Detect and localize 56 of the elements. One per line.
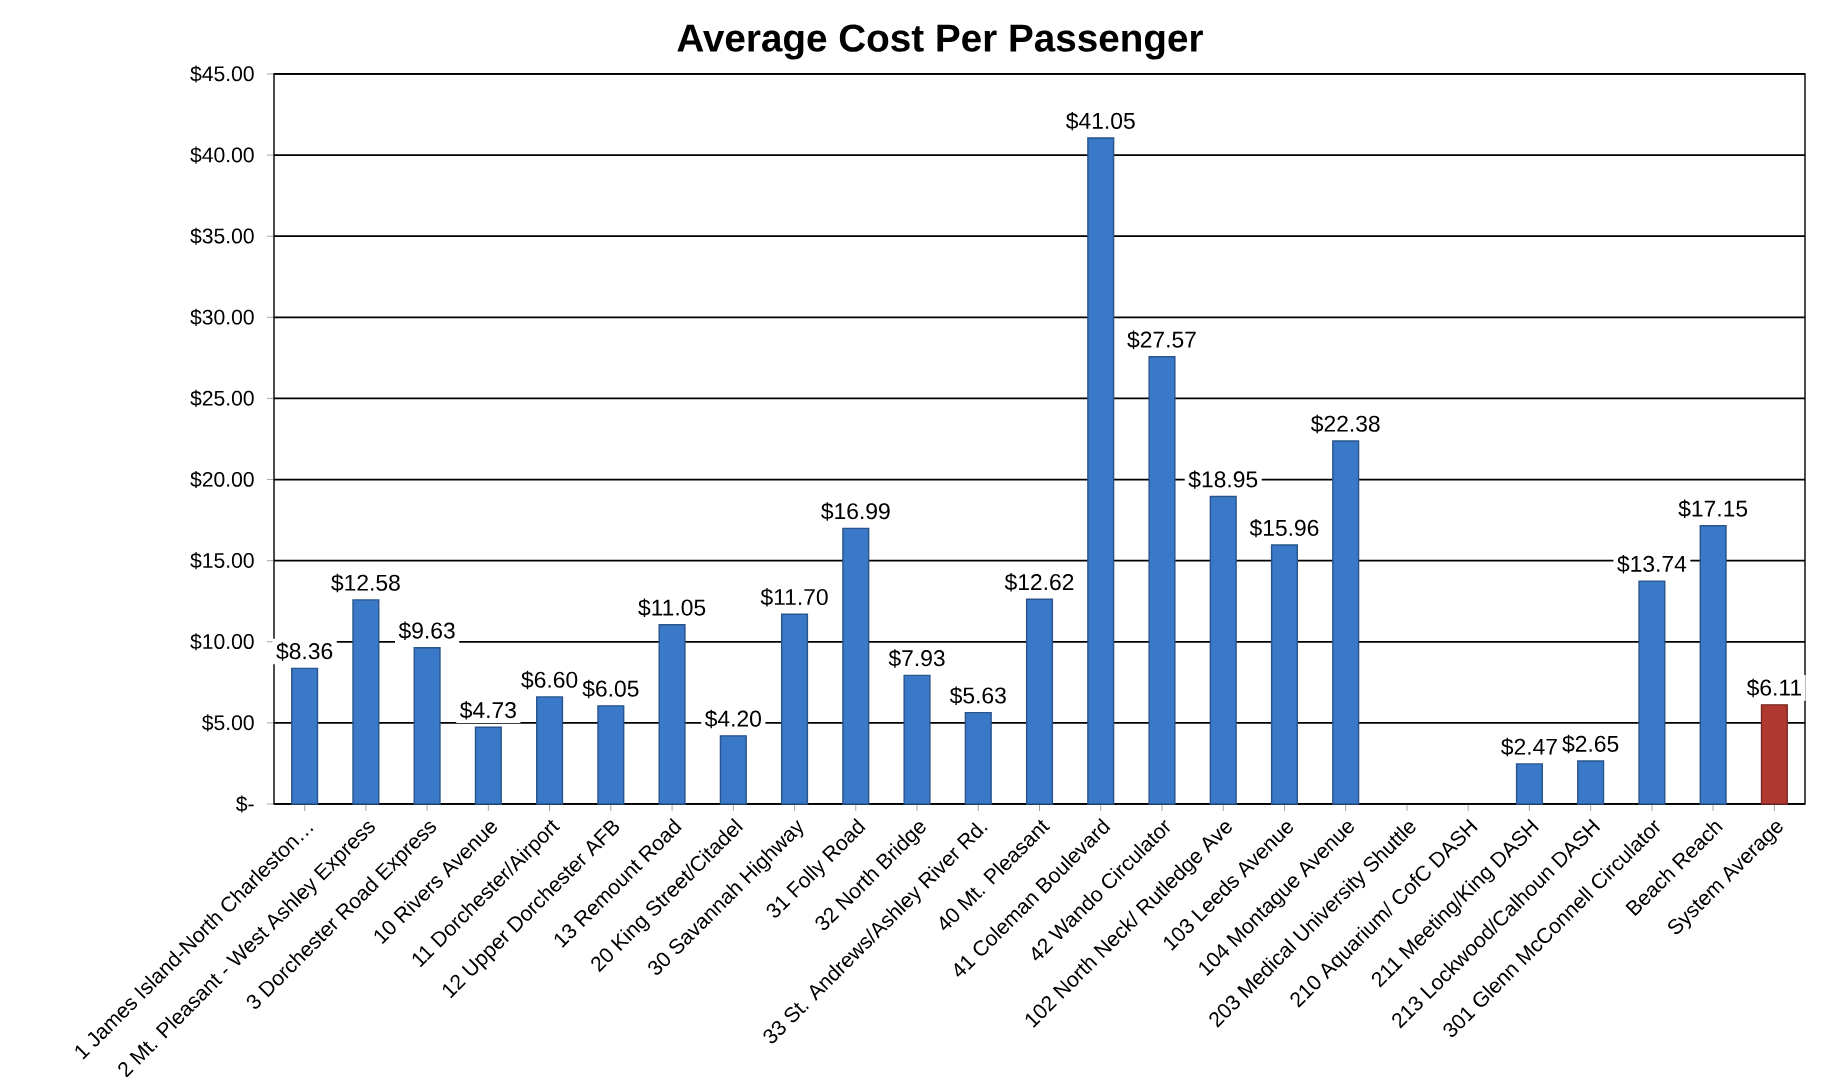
data-label: $4.20 — [704, 709, 761, 729]
data-label: $6.05 — [582, 679, 639, 699]
bar — [1638, 580, 1666, 805]
data-label: $2.47 — [1501, 737, 1557, 757]
data-label: $13.74 — [1617, 554, 1687, 574]
bar — [474, 726, 502, 805]
data-label: $4.73 — [459, 701, 516, 720]
y-tick-label: $- — [236, 795, 254, 813]
data-label: $27.57 — [1127, 330, 1196, 350]
data-label: $16.99 — [821, 502, 890, 521]
data-label: $6.60 — [521, 670, 578, 690]
data-label: $12.62 — [1004, 573, 1074, 592]
y-tick-label: $10.00 — [190, 633, 254, 651]
bar — [413, 647, 441, 805]
bar — [780, 613, 809, 805]
data-label: $22.38 — [1310, 414, 1380, 434]
bar — [903, 674, 931, 805]
data-label: $8.36 — [276, 642, 333, 661]
bar — [352, 599, 380, 805]
bar — [1209, 495, 1237, 805]
data-label: $12.58 — [331, 573, 400, 593]
y-tick-label: $45.00 — [190, 65, 254, 83]
y-tick-label: $40.00 — [190, 146, 254, 164]
bar — [1515, 763, 1543, 805]
data-label: $5.63 — [949, 686, 1006, 705]
y-tick-label: $20.00 — [190, 470, 254, 489]
data-label: $11.05 — [638, 598, 706, 618]
bar — [1025, 598, 1054, 805]
y-tick-label: $5.00 — [202, 714, 254, 732]
data-label: $2.65 — [1562, 734, 1619, 754]
data-label: $6.11 — [1746, 678, 1801, 698]
bar — [1577, 760, 1605, 805]
bar — [719, 735, 747, 805]
data-label: $15.96 — [1249, 518, 1319, 538]
data-label: $7.93 — [888, 649, 945, 668]
data-label: $9.63 — [398, 621, 455, 641]
data-label: $41.05 — [1066, 111, 1135, 131]
bar — [597, 705, 625, 805]
bar — [842, 527, 870, 805]
y-tick-label: $35.00 — [190, 227, 254, 245]
bar — [1087, 137, 1115, 805]
chart-title: Average Cost Per Passenger — [677, 24, 1203, 60]
y-tick-label: $15.00 — [190, 552, 254, 570]
bar — [964, 711, 992, 805]
bar — [1332, 440, 1360, 805]
bar — [1699, 525, 1727, 805]
data-label: $11.70 — [760, 588, 828, 607]
bar — [536, 696, 564, 805]
y-tick-label: $25.00 — [190, 389, 254, 407]
bar — [1148, 356, 1176, 805]
data-label: $17.15 — [1678, 499, 1748, 519]
y-tick-label: $30.00 — [190, 308, 254, 326]
bar — [658, 624, 686, 805]
bar — [1760, 704, 1788, 805]
bar — [1270, 544, 1299, 805]
data-label: $18.95 — [1188, 470, 1258, 489]
